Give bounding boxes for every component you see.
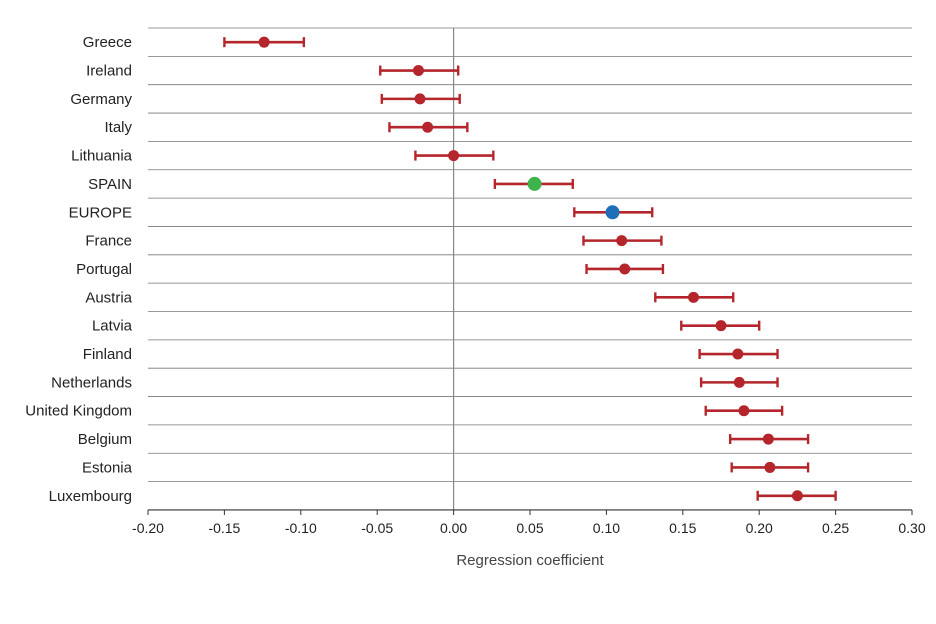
data-point — [732, 348, 744, 360]
data-point — [616, 235, 628, 247]
data-point — [791, 490, 803, 502]
data-point — [605, 205, 620, 220]
category-label: Germany — [70, 91, 132, 108]
category-label: Luxembourg — [49, 488, 132, 505]
data-point — [422, 121, 434, 133]
category-label: EUROPE — [69, 204, 132, 221]
data-point — [448, 150, 460, 162]
category-label: Greece — [83, 34, 132, 51]
category-label: France — [85, 233, 132, 250]
category-labels: Greece Ireland Germany Italy Lithuania SPAIN E… — [25, 34, 132, 505]
x-tick-label: 0.30 — [898, 520, 925, 536]
category-label: Latvia — [92, 318, 133, 335]
data-point — [687, 291, 699, 303]
error-bars-and-points — [223, 36, 837, 502]
category-label: Italy — [104, 119, 132, 136]
x-tick-label: -0.20 — [132, 520, 164, 536]
data-point — [619, 263, 631, 275]
category-label: Netherlands — [51, 374, 132, 391]
x-tick-label: 0.25 — [822, 520, 849, 536]
x-tick-label: -0.15 — [208, 520, 240, 536]
category-label: Ireland — [86, 63, 132, 80]
data-point — [258, 36, 270, 48]
data-point — [762, 433, 774, 445]
x-tick-label: 0.05 — [516, 520, 543, 536]
data-point — [412, 65, 424, 77]
category-label: Portugal — [76, 261, 132, 278]
data-point — [764, 461, 776, 473]
x-tick-label: 0.15 — [669, 520, 696, 536]
x-tick-label: 0.00 — [440, 520, 467, 536]
axes — [148, 28, 912, 511]
data-point — [738, 405, 750, 417]
category-label: Finland — [83, 346, 132, 363]
category-label: United Kingdom — [25, 403, 132, 420]
category-label: Austria — [85, 289, 132, 306]
category-label: Belgium — [78, 431, 132, 448]
grid-lines — [148, 27, 912, 511]
x-tick-label: 0.20 — [746, 520, 773, 536]
data-point — [414, 93, 426, 105]
x-tick-label: -0.10 — [285, 520, 317, 536]
data-point — [733, 376, 745, 388]
x-tick-labels: -0.20 -0.15 -0.10 -0.05 0.00 0.05 0.10 0.15 0.20… — [132, 509, 926, 536]
x-tick-label: -0.05 — [361, 520, 393, 536]
category-label: Estonia — [82, 459, 133, 476]
x-tick-label: 0.10 — [593, 520, 620, 536]
category-label: Lithuania — [71, 148, 133, 165]
data-point — [715, 320, 727, 332]
x-axis-title: Regression coefficient — [456, 552, 604, 569]
category-label: SPAIN — [88, 176, 132, 193]
data-point — [527, 176, 542, 191]
